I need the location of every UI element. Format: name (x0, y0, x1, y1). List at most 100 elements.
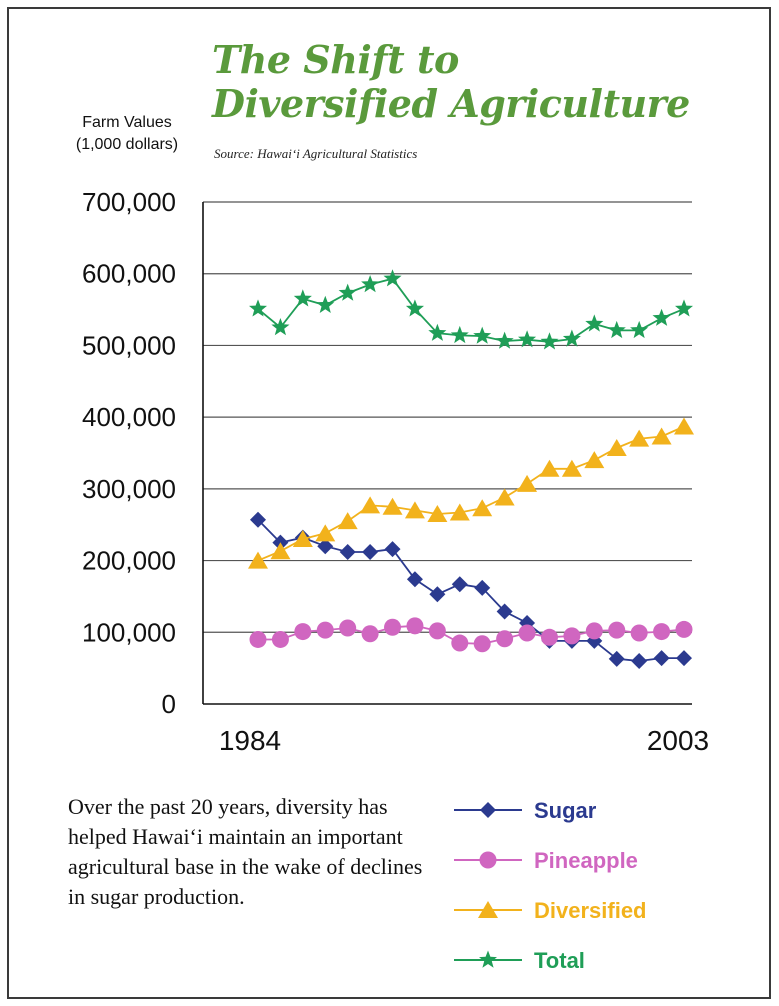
data-point-diversified (629, 429, 650, 447)
y-axis-label-line-2: (1,000 dollars) (75, 136, 179, 153)
chart-source: Source: Hawai‘i Agricultural Statistics (214, 146, 418, 161)
data-point-diversified (292, 530, 313, 548)
data-point-pineapple (496, 630, 514, 648)
data-point-pineapple (361, 625, 379, 643)
data-point-sugar (653, 650, 670, 667)
series-sugar (250, 511, 692, 669)
data-point-total (405, 299, 424, 317)
data-point-pineapple (428, 622, 446, 640)
data-point-total (652, 308, 671, 326)
legend-item-sugar: Sugar (452, 790, 752, 840)
y-tick-label: 300,000 (82, 474, 176, 504)
data-point-pineapple (294, 623, 312, 641)
series-diversified (248, 417, 694, 569)
legend-marker-pineapple (479, 851, 497, 869)
data-point-sugar (474, 579, 491, 596)
y-tick-label: 500,000 (82, 330, 176, 360)
data-point-pineapple (563, 627, 581, 645)
data-point-total (518, 330, 537, 348)
data-point-diversified (270, 542, 291, 560)
data-point-total (607, 320, 626, 339)
data-point-sugar (406, 571, 423, 588)
data-point-diversified (539, 459, 560, 477)
data-point-total (249, 299, 267, 317)
data-point-diversified (674, 417, 694, 435)
legend-swatch-total (454, 950, 522, 968)
chart-legend: Sugar Pineapple Diversified Total (452, 790, 752, 990)
data-point-diversified (427, 504, 448, 522)
data-point-total (450, 325, 469, 344)
data-point-sugar (496, 603, 513, 620)
y-tick-label: 700,000 (82, 187, 176, 217)
data-point-total (361, 275, 380, 293)
title-line-1: The Shift to (212, 37, 459, 82)
data-point-sugar (608, 650, 625, 667)
data-point-diversified (382, 497, 403, 515)
data-point-diversified (337, 512, 358, 530)
data-point-pineapple (608, 621, 626, 639)
data-point-pineapple (451, 634, 469, 652)
legend-swatch-sugar (454, 802, 522, 818)
data-point-total (675, 299, 693, 317)
data-point-pineapple (406, 617, 424, 635)
chart-caption: Over the past 20 years, diversity has he… (68, 794, 423, 909)
data-point-total (383, 269, 402, 287)
series-total (249, 269, 693, 350)
data-point-diversified (315, 524, 336, 542)
data-point-diversified (472, 499, 493, 517)
legend-label-total: Total (534, 948, 585, 973)
data-point-pineapple (585, 622, 603, 640)
data-point-diversified (584, 451, 605, 469)
data-point-total (271, 318, 290, 336)
chart-frame (7, 7, 771, 999)
data-point-diversified (651, 427, 672, 445)
data-point-pineapple (249, 630, 267, 648)
data-point-pineapple (518, 624, 536, 642)
legend-marker-diversified (478, 901, 498, 918)
y-tick-label: 600,000 (82, 259, 176, 289)
data-point-sugar (250, 511, 266, 528)
data-point-total (316, 295, 335, 313)
data-point-pineapple (473, 635, 491, 653)
data-point-diversified (606, 438, 627, 456)
title-line-2: Diversified Agriculture (212, 81, 690, 126)
data-point-diversified (360, 496, 381, 514)
data-point-diversified (561, 459, 582, 477)
data-point-pineapple (675, 620, 693, 638)
data-point-pineapple (384, 618, 402, 636)
y-tick-label: 400,000 (82, 402, 176, 432)
data-point-diversified (248, 551, 268, 569)
data-point-total (428, 323, 447, 341)
data-point-total (495, 331, 514, 349)
data-point-sugar (339, 543, 356, 560)
legend-marker-total (479, 950, 497, 968)
data-point-sugar (362, 543, 379, 560)
series-pineapple (249, 617, 693, 653)
legend-item-pineapple: Pineapple (452, 840, 752, 890)
data-point-total (473, 326, 492, 344)
legend-label-diversified: Diversified (534, 898, 647, 923)
y-tick-label: 200,000 (82, 546, 176, 576)
data-point-diversified (494, 488, 515, 506)
data-point-total (540, 332, 559, 350)
data-point-pineapple (271, 630, 289, 648)
data-point-pineapple (630, 624, 648, 642)
data-point-total (338, 283, 357, 301)
data-point-sugar (384, 541, 401, 558)
y-axis-label: Farm Values (1,000 dollars) (52, 112, 202, 156)
data-point-total (630, 320, 649, 339)
data-point-total (293, 289, 312, 307)
y-tick-label: 100,000 (82, 617, 176, 647)
data-point-sugar (317, 538, 334, 555)
data-point-pineapple (316, 621, 334, 639)
data-point-diversified (404, 501, 425, 519)
x-tick-label: 1984 (219, 725, 281, 756)
x-tick-label: 2003 (647, 725, 709, 756)
data-point-pineapple (653, 623, 671, 641)
data-point-diversified (517, 474, 538, 492)
y-tick-label: 0 (162, 689, 176, 719)
data-point-diversified (449, 503, 470, 521)
chart-title: The Shift to Diversified Agriculture (212, 38, 732, 126)
legend-item-total: Total (452, 940, 752, 990)
